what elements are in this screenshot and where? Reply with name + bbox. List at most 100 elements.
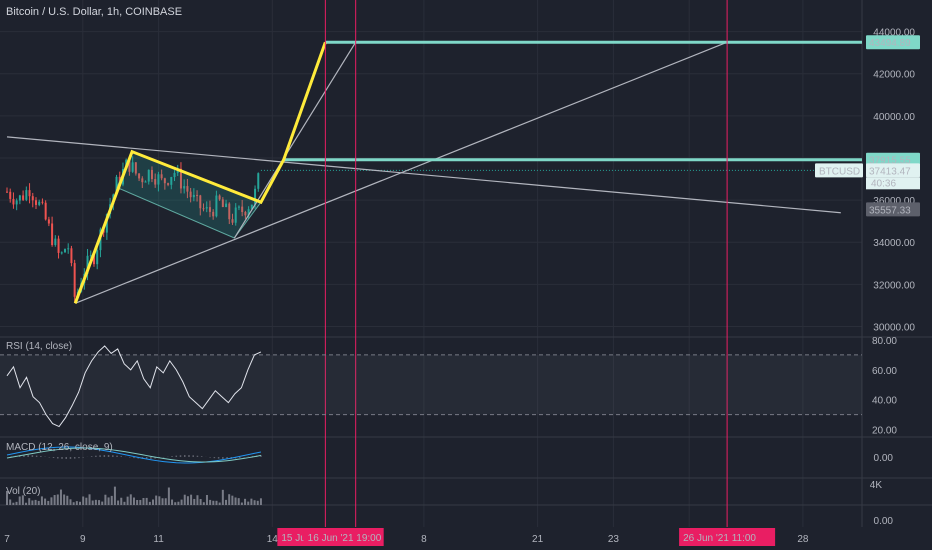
volume-bar — [69, 499, 72, 505]
price-tick-label: 36000.00 — [873, 196, 915, 207]
time-tick-label: 28 — [797, 534, 809, 545]
candle-body — [57, 238, 60, 253]
candle-body — [144, 181, 147, 183]
rsi-tick-label: 40.00 — [872, 396, 897, 407]
candle-body — [18, 195, 21, 201]
candle-body — [60, 252, 63, 254]
price-label-badge — [866, 35, 920, 50]
volume-bar — [218, 502, 221, 505]
rsi-label: RSI (14, close) — [6, 341, 73, 352]
candle-body — [228, 203, 231, 220]
volume-bar — [174, 502, 177, 505]
drawings[interactable] — [6, 0, 862, 527]
price-axis[interactable]: 30000.0032000.0034000.0036000.0038000.00… — [815, 28, 920, 527]
time-tick-label: 23 — [608, 534, 620, 545]
price-tick-label: 44000.00 — [873, 28, 915, 39]
volume-bar — [18, 496, 21, 505]
candle-body — [51, 223, 54, 245]
price-tick-label: 32000.00 — [873, 280, 915, 291]
candle-body — [254, 188, 257, 205]
macd-line — [6, 446, 262, 464]
candle-body — [157, 174, 160, 185]
symbol-label: BTCUSD — [819, 166, 860, 177]
candle-body — [208, 207, 211, 212]
trend-line[interactable] — [74, 41, 728, 304]
volume-bar — [202, 502, 205, 505]
volume-bar — [148, 501, 151, 505]
volume-tick-label: 0.00 — [874, 516, 894, 527]
candle-body — [67, 248, 70, 250]
time-tick-label: 9 — [80, 534, 86, 545]
trend-line[interactable] — [6, 136, 841, 214]
candle-body — [215, 195, 218, 217]
rsi-band — [0, 354, 862, 415]
volume-bar — [75, 501, 78, 505]
volume-bar — [104, 494, 107, 505]
candle-body — [250, 204, 253, 210]
candle-body — [199, 195, 202, 209]
volume-bar — [237, 498, 240, 505]
volume-bar — [221, 489, 224, 505]
macd-label: MACD (12, 26, close, 9) — [6, 442, 113, 453]
volume-bar — [240, 502, 243, 505]
projection-path[interactable] — [73, 41, 327, 304]
volume-bar — [37, 500, 40, 505]
candle-body — [141, 178, 144, 183]
candle-body — [22, 195, 25, 200]
candle-body — [31, 196, 34, 201]
candle-body — [150, 169, 153, 180]
candle-body — [225, 203, 228, 208]
volume-bar — [79, 501, 82, 505]
time-axis-bg — [0, 527, 932, 550]
volume-bar — [139, 499, 142, 505]
volume-bar — [66, 495, 69, 505]
volume-tick-label: 4K — [870, 480, 883, 491]
macd-pane[interactable] — [6, 446, 262, 464]
volume-bar — [205, 495, 208, 505]
candle-body — [63, 249, 66, 253]
volume-pane[interactable] — [6, 486, 262, 505]
rsi-tick-label: 20.00 — [872, 426, 897, 437]
candle-body — [147, 169, 150, 182]
candle-body — [241, 206, 244, 213]
candle-body — [9, 191, 12, 199]
symbol-badge — [815, 163, 863, 178]
volume-bar — [199, 499, 202, 505]
time-tick-label: 14 — [267, 534, 279, 545]
rsi-tick-label: 60.00 — [872, 366, 897, 377]
price-tick-label: 30000.00 — [873, 322, 915, 333]
price-label-badge — [866, 202, 920, 217]
candle-body — [247, 209, 250, 216]
volume-bar — [231, 495, 234, 505]
candle-body — [167, 183, 170, 185]
time-marker-badge — [679, 528, 776, 546]
candle-body — [70, 248, 73, 264]
trend-line[interactable] — [233, 41, 357, 239]
volume-bar — [155, 495, 158, 505]
rsi-pane[interactable] — [0, 345, 862, 428]
candle-body — [54, 238, 57, 245]
volume-bar — [40, 496, 43, 505]
candle-body — [105, 214, 108, 233]
volume-bar — [56, 494, 59, 505]
rsi-tick-label: 80.00 — [872, 336, 897, 347]
volume-bar — [31, 500, 34, 505]
time-tick-label: 8 — [421, 534, 427, 545]
volume-bar — [50, 497, 53, 505]
volume-bar — [161, 498, 164, 505]
candle-body — [134, 162, 137, 174]
candle-body — [12, 198, 15, 205]
volume-bar — [186, 496, 189, 505]
volume-bar — [28, 498, 31, 505]
volume-bar — [9, 499, 12, 505]
candle-body — [173, 172, 176, 178]
volume-bar — [91, 500, 94, 505]
time-axis[interactable]: 79111482123252815 Jun '2116 Jun '21 19:0… — [0, 527, 932, 550]
candle-body — [41, 201, 44, 203]
candle-body — [34, 200, 37, 205]
volume-bar — [228, 494, 231, 505]
volume-bar — [234, 497, 237, 505]
candle-body — [131, 162, 134, 172]
candle-body — [192, 194, 195, 198]
